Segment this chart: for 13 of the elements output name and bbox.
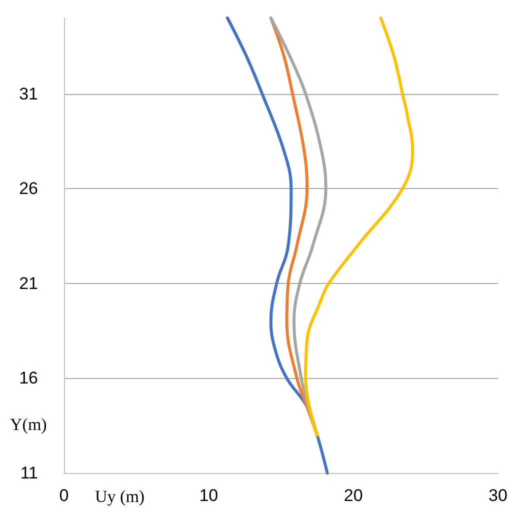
line-series xyxy=(304,16,414,437)
y-axis-title: Y(m) xyxy=(10,415,47,434)
y-tick-label: 31 xyxy=(19,84,38,104)
line-series xyxy=(226,16,329,474)
x-tick-label: 0 xyxy=(59,486,69,505)
x-tick-label: 10 xyxy=(199,486,218,505)
y-tick-label: 11 xyxy=(20,464,38,482)
y-tick-label: 21 xyxy=(19,274,38,293)
y-tick-label: 16 xyxy=(19,368,38,388)
x-axis-title: Uy (m) xyxy=(95,487,145,506)
x-tick-label: 20 xyxy=(344,486,363,505)
x-tick-label: 30 xyxy=(488,486,508,505)
y-tick-label: 26 xyxy=(19,179,38,198)
